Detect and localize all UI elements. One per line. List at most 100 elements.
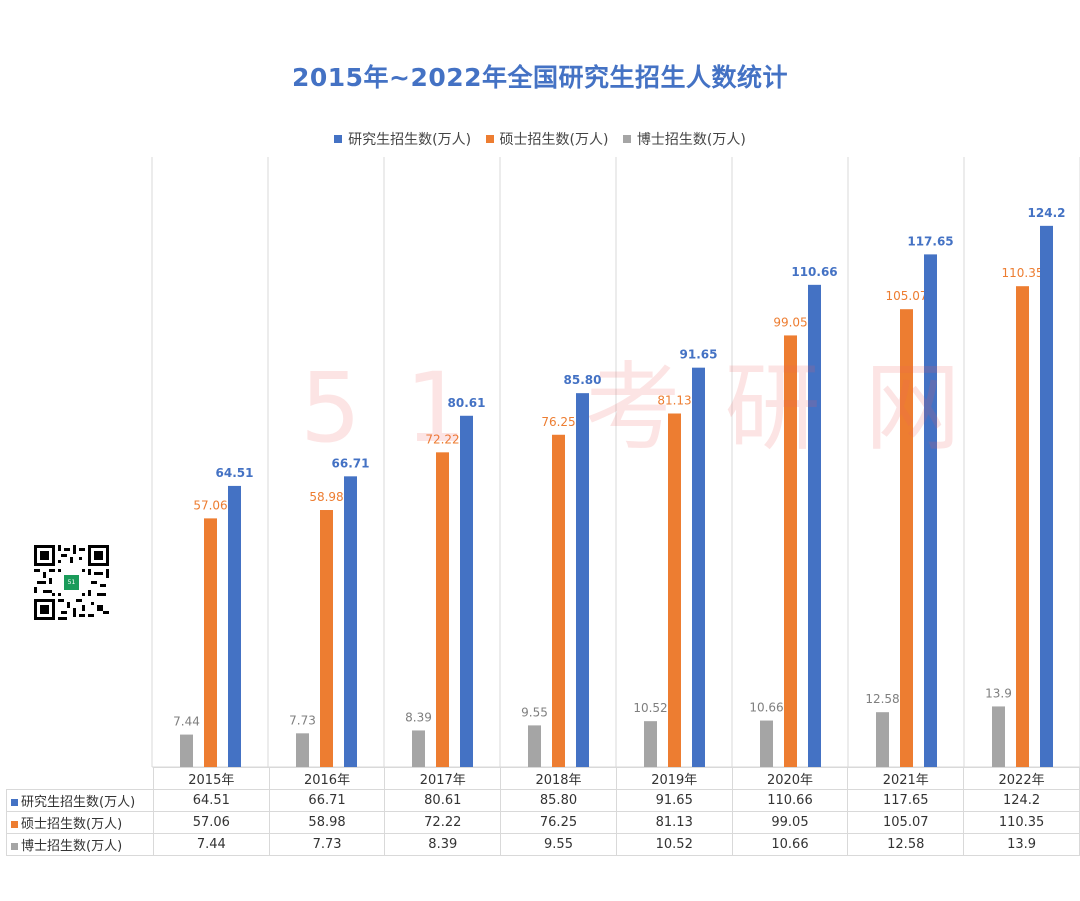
bar-doctor bbox=[876, 712, 889, 767]
bar-total bbox=[692, 367, 705, 767]
data-label-total: 64.51 bbox=[216, 466, 254, 480]
data-label-doctor: 10.52 bbox=[633, 701, 667, 715]
data-table-col-header: 2020年 bbox=[731, 767, 849, 790]
data-label-doctor: 9.55 bbox=[521, 705, 548, 719]
data-label-total: 66.71 bbox=[332, 456, 370, 470]
legend-swatch-master bbox=[485, 135, 494, 143]
data-label-master: 76.25 bbox=[541, 415, 575, 429]
table-cell: 110.66 bbox=[731, 789, 849, 812]
data-table-corner bbox=[6, 767, 154, 790]
data-table-row-master: 硕士招生数(万人) 57.06 58.98 72.22 76.25 81.13 … bbox=[6, 811, 1080, 834]
bar-doctor bbox=[760, 720, 773, 767]
data-label-master: 57.06 bbox=[193, 498, 227, 512]
table-cell: 8.39 bbox=[384, 833, 502, 856]
bar-master bbox=[784, 335, 797, 767]
table-cell: 110.35 bbox=[963, 811, 1080, 834]
data-table-col-header: 2017年 bbox=[384, 767, 502, 790]
bar-total bbox=[808, 284, 821, 767]
chart-title: 2015年~2022年全国研究生招生人数统计 bbox=[291, 63, 789, 92]
row-label-text: 博士招生数(万人) bbox=[21, 839, 123, 854]
table-cell: 7.44 bbox=[152, 833, 270, 856]
qr-code-graphic bbox=[34, 545, 109, 620]
legend-item-doctor: 博士招生数(万人) bbox=[622, 129, 746, 149]
data-label-doctor: 7.73 bbox=[289, 713, 316, 727]
table-cell: 91.65 bbox=[615, 789, 733, 812]
table-cell: 13.9 bbox=[963, 833, 1080, 856]
bar-doctor bbox=[644, 721, 657, 767]
data-label-total: 124.2 bbox=[1028, 206, 1066, 220]
bar-total bbox=[1040, 225, 1053, 768]
bar-doctor bbox=[412, 730, 425, 767]
table-cell: 85.80 bbox=[500, 789, 617, 812]
legend-label-total: 研究生招生数(万人) bbox=[348, 132, 472, 148]
qr-badge-logo: 51 bbox=[64, 575, 79, 590]
data-label-doctor: 10.66 bbox=[749, 701, 783, 715]
bar-doctor bbox=[180, 734, 193, 767]
bar-master bbox=[668, 413, 681, 767]
bar-master bbox=[436, 452, 449, 767]
table-cell: 124.2 bbox=[963, 789, 1080, 812]
legend-label-doctor: 博士招生数(万人) bbox=[636, 132, 746, 148]
data-table-col-header: 2019年 bbox=[615, 767, 733, 790]
bar-master bbox=[1016, 286, 1029, 767]
table-cell: 10.66 bbox=[731, 833, 849, 856]
legend-swatch-doctor bbox=[622, 135, 631, 143]
row-label-total: 研究生招生数(万人) bbox=[6, 789, 154, 812]
data-table-header-row: 2015年 2016年 2017年 2018年 2019年 2020年 2021… bbox=[6, 767, 1080, 790]
data-label-total: 85.80 bbox=[564, 373, 602, 387]
data-table-col-header: 2016年 bbox=[268, 767, 386, 790]
row-label-master: 硕士招生数(万人) bbox=[6, 811, 154, 834]
data-label-master: 105.07 bbox=[886, 289, 928, 303]
bar-master bbox=[204, 518, 217, 767]
bar-doctor bbox=[992, 706, 1005, 767]
data-label-total: 117.65 bbox=[907, 234, 953, 248]
row-key-master bbox=[11, 821, 18, 828]
data-label-master: 58.98 bbox=[309, 490, 343, 504]
table-cell: 76.25 bbox=[500, 811, 617, 834]
bar-master bbox=[320, 510, 333, 767]
data-table: 2015年 2016年 2017年 2018年 2019年 2020年 2021… bbox=[6, 767, 1080, 856]
bar-master bbox=[900, 309, 913, 767]
legend-swatch-total bbox=[334, 135, 343, 143]
table-cell: 64.51 bbox=[152, 789, 270, 812]
row-key-total bbox=[11, 799, 18, 806]
data-label-master: 110.35 bbox=[1002, 266, 1044, 280]
bar-total bbox=[576, 393, 589, 767]
table-cell: 117.65 bbox=[847, 789, 965, 812]
table-cell: 66.71 bbox=[268, 789, 386, 812]
table-cell: 80.61 bbox=[384, 789, 502, 812]
row-label-doctor: 博士招生数(万人) bbox=[6, 833, 154, 856]
bar-total bbox=[344, 476, 357, 767]
qr-code-icon: 51 bbox=[34, 545, 109, 620]
bar-total bbox=[228, 485, 241, 767]
data-label-total: 110.66 bbox=[791, 265, 837, 279]
table-cell: 12.58 bbox=[847, 833, 965, 856]
data-label-master: 72.22 bbox=[425, 432, 459, 446]
data-label-doctor: 8.39 bbox=[405, 710, 432, 724]
data-table-row-total: 研究生招生数(万人) 64.51 66.71 80.61 85.80 91.65… bbox=[6, 789, 1080, 812]
row-label-text: 研究生招生数(万人) bbox=[21, 795, 136, 810]
table-cell: 7.73 bbox=[268, 833, 386, 856]
table-cell: 10.52 bbox=[615, 833, 733, 856]
legend-label-master: 硕士招生数(万人) bbox=[499, 132, 609, 148]
table-cell: 105.07 bbox=[847, 811, 965, 834]
row-key-doctor bbox=[11, 843, 18, 850]
data-label-total: 80.61 bbox=[448, 396, 486, 410]
bar-doctor bbox=[296, 733, 309, 767]
data-table-col-header: 2018年 bbox=[500, 767, 617, 790]
table-cell: 81.13 bbox=[615, 811, 733, 834]
table-cell: 72.22 bbox=[384, 811, 502, 834]
data-label-doctor: 7.44 bbox=[173, 715, 200, 729]
bar-master bbox=[552, 434, 565, 767]
bar-total bbox=[924, 254, 937, 767]
bar-total bbox=[460, 415, 473, 767]
data-label-total: 91.65 bbox=[680, 348, 718, 362]
table-cell: 99.05 bbox=[731, 811, 849, 834]
data-label-master: 81.13 bbox=[657, 394, 691, 408]
data-label-master: 99.05 bbox=[773, 315, 807, 329]
data-table-col-header: 2022年 bbox=[963, 767, 1080, 790]
table-cell: 58.98 bbox=[268, 811, 386, 834]
row-label-text: 硕士招生数(万人) bbox=[21, 817, 123, 832]
table-cell: 57.06 bbox=[152, 811, 270, 834]
